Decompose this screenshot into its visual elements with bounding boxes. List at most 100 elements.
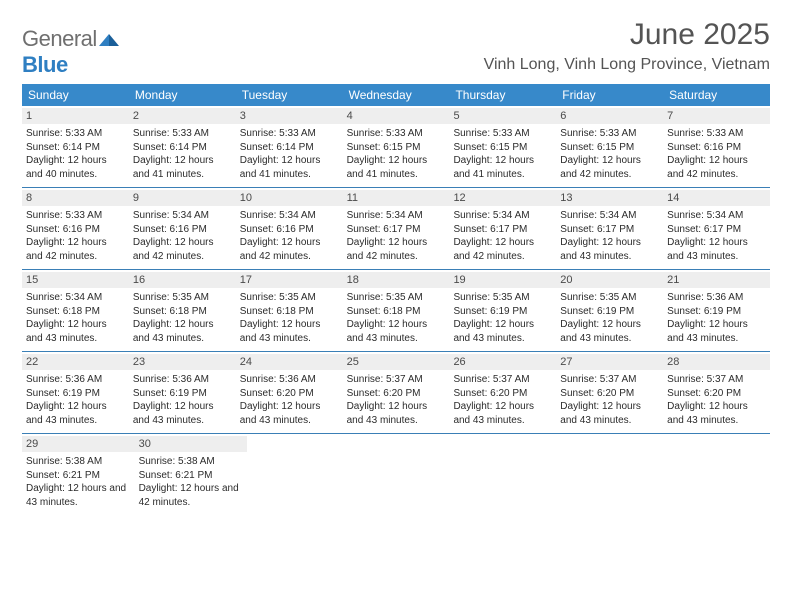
month-title: June 2025 [484,18,770,52]
daylight-text: Daylight: 12 hours and 43 minutes. [133,400,232,427]
day-number: 25 [343,354,450,370]
day-info: Sunrise: 5:33 AMSunset: 6:15 PMDaylight:… [560,127,659,181]
day-info: Sunrise: 5:36 AMSunset: 6:20 PMDaylight:… [240,373,339,427]
weekday-sunday: Sunday [22,84,129,106]
day-info: Sunrise: 5:34 AMSunset: 6:17 PMDaylight:… [667,209,766,263]
day-number: 7 [663,108,770,124]
sunset-text: Sunset: 6:18 PM [26,305,125,319]
day-info: Sunrise: 5:38 AMSunset: 6:21 PMDaylight:… [139,455,244,509]
daylight-text: Daylight: 12 hours and 43 minutes. [26,400,125,427]
day-number: 4 [343,108,450,124]
sunset-text: Sunset: 6:20 PM [667,387,766,401]
day-info: Sunrise: 5:37 AMSunset: 6:20 PMDaylight:… [667,373,766,427]
day-info: Sunrise: 5:35 AMSunset: 6:18 PMDaylight:… [240,291,339,345]
sunrise-text: Sunrise: 5:37 AM [453,373,552,387]
sunset-text: Sunset: 6:20 PM [453,387,552,401]
day-number: 18 [343,272,450,288]
day-number: 15 [22,272,129,288]
day-cell: 20Sunrise: 5:35 AMSunset: 6:19 PMDayligh… [556,270,663,351]
daylight-text: Daylight: 12 hours and 41 minutes. [240,154,339,181]
day-number: 16 [129,272,236,288]
daylight-text: Daylight: 12 hours and 43 minutes. [560,400,659,427]
sunrise-text: Sunrise: 5:34 AM [453,209,552,223]
day-number: 28 [663,354,770,370]
daylight-text: Daylight: 12 hours and 43 minutes. [133,318,232,345]
empty-cell [456,434,561,515]
sunset-text: Sunset: 6:19 PM [133,387,232,401]
day-cell: 8Sunrise: 5:33 AMSunset: 6:16 PMDaylight… [22,188,129,269]
daylight-text: Daylight: 12 hours and 43 minutes. [667,236,766,263]
daylight-text: Daylight: 12 hours and 42 minutes. [560,154,659,181]
daylight-text: Daylight: 12 hours and 40 minutes. [26,154,125,181]
sunset-text: Sunset: 6:14 PM [240,141,339,155]
day-cell: 29Sunrise: 5:38 AMSunset: 6:21 PMDayligh… [22,434,135,515]
day-number: 29 [22,436,135,452]
day-cell: 27Sunrise: 5:37 AMSunset: 6:20 PMDayligh… [556,352,663,433]
daylight-text: Daylight: 12 hours and 42 minutes. [26,236,125,263]
sunset-text: Sunset: 6:17 PM [453,223,552,237]
day-cell: 5Sunrise: 5:33 AMSunset: 6:15 PMDaylight… [449,106,556,187]
daylight-text: Daylight: 12 hours and 43 minutes. [240,318,339,345]
daylight-text: Daylight: 12 hours and 43 minutes. [560,236,659,263]
daylight-text: Daylight: 12 hours and 43 minutes. [26,482,131,509]
day-number: 13 [556,190,663,206]
weekday-friday: Friday [556,84,663,106]
day-number: 11 [343,190,450,206]
sunset-text: Sunset: 6:15 PM [453,141,552,155]
day-info: Sunrise: 5:35 AMSunset: 6:19 PMDaylight:… [560,291,659,345]
sunset-text: Sunset: 6:20 PM [347,387,446,401]
sunrise-text: Sunrise: 5:37 AM [347,373,446,387]
day-info: Sunrise: 5:33 AMSunset: 6:16 PMDaylight:… [26,209,125,263]
weekday-saturday: Saturday [663,84,770,106]
day-info: Sunrise: 5:36 AMSunset: 6:19 PMDaylight:… [133,373,232,427]
week-row: 22Sunrise: 5:36 AMSunset: 6:19 PMDayligh… [22,352,770,434]
day-cell: 22Sunrise: 5:36 AMSunset: 6:19 PMDayligh… [22,352,129,433]
sunset-text: Sunset: 6:14 PM [133,141,232,155]
title-block: June 2025 Vinh Long, Vinh Long Province,… [484,18,770,74]
daylight-text: Daylight: 12 hours and 43 minutes. [347,318,446,345]
daylight-text: Daylight: 12 hours and 43 minutes. [667,400,766,427]
day-cell: 16Sunrise: 5:35 AMSunset: 6:18 PMDayligh… [129,270,236,351]
week-row: 29Sunrise: 5:38 AMSunset: 6:21 PMDayligh… [22,434,770,515]
day-cell: 4Sunrise: 5:33 AMSunset: 6:15 PMDaylight… [343,106,450,187]
sunset-text: Sunset: 6:20 PM [560,387,659,401]
day-info: Sunrise: 5:33 AMSunset: 6:14 PMDaylight:… [26,127,125,181]
sunset-text: Sunset: 6:18 PM [347,305,446,319]
sunset-text: Sunset: 6:15 PM [560,141,659,155]
sunrise-text: Sunrise: 5:33 AM [453,127,552,141]
day-cell: 25Sunrise: 5:37 AMSunset: 6:20 PMDayligh… [343,352,450,433]
sunrise-text: Sunrise: 5:34 AM [133,209,232,223]
daylight-text: Daylight: 12 hours and 42 minutes. [453,236,552,263]
sunrise-text: Sunrise: 5:35 AM [453,291,552,305]
day-info: Sunrise: 5:33 AMSunset: 6:16 PMDaylight:… [667,127,766,181]
day-info: Sunrise: 5:34 AMSunset: 6:17 PMDaylight:… [560,209,659,263]
daylight-text: Daylight: 12 hours and 42 minutes. [347,236,446,263]
day-info: Sunrise: 5:37 AMSunset: 6:20 PMDaylight:… [560,373,659,427]
daylight-text: Daylight: 12 hours and 43 minutes. [453,400,552,427]
logo: General Blue [22,18,119,78]
day-info: Sunrise: 5:34 AMSunset: 6:16 PMDaylight:… [240,209,339,263]
day-number: 3 [236,108,343,124]
day-cell: 2Sunrise: 5:33 AMSunset: 6:14 PMDaylight… [129,106,236,187]
day-number: 6 [556,108,663,124]
day-info: Sunrise: 5:34 AMSunset: 6:18 PMDaylight:… [26,291,125,345]
sunset-text: Sunset: 6:18 PM [133,305,232,319]
day-info: Sunrise: 5:35 AMSunset: 6:19 PMDaylight:… [453,291,552,345]
daylight-text: Daylight: 12 hours and 42 minutes. [139,482,244,509]
sunrise-text: Sunrise: 5:36 AM [240,373,339,387]
week-row: 15 Sunrise: 5:34 AMSunset: 6:18 PMDayligh… [22,270,770,352]
sunrise-text: Sunrise: 5:33 AM [26,209,125,223]
sunrise-text: Sunrise: 5:38 AM [139,455,244,469]
sunset-text: Sunset: 6:19 PM [26,387,125,401]
sunset-text: Sunset: 6:20 PM [240,387,339,401]
day-cell: 11 Sunrise: 5:34 AMSunset: 6:17 PMDayligh… [343,188,450,269]
day-info: Sunrise: 5:34 AMSunset: 6:17 PMDaylight:… [347,209,446,263]
day-number: 1 [22,108,129,124]
sunset-text: Sunset: 6:17 PM [347,223,446,237]
day-cell: 28 Sunrise: 5:37 AMSunset: 6:20 PMDayligh… [663,352,770,433]
sunrise-text: Sunrise: 5:38 AM [26,455,131,469]
day-cell: 6 Sunrise: 5:33 AMSunset: 6:15 PMDaylight… [556,106,663,187]
sunset-text: Sunset: 6:15 PM [347,141,446,155]
sunset-text: Sunset: 6:19 PM [560,305,659,319]
calendar-page: General Blue June 2025 Vinh Long, Vinh L… [0,0,792,515]
